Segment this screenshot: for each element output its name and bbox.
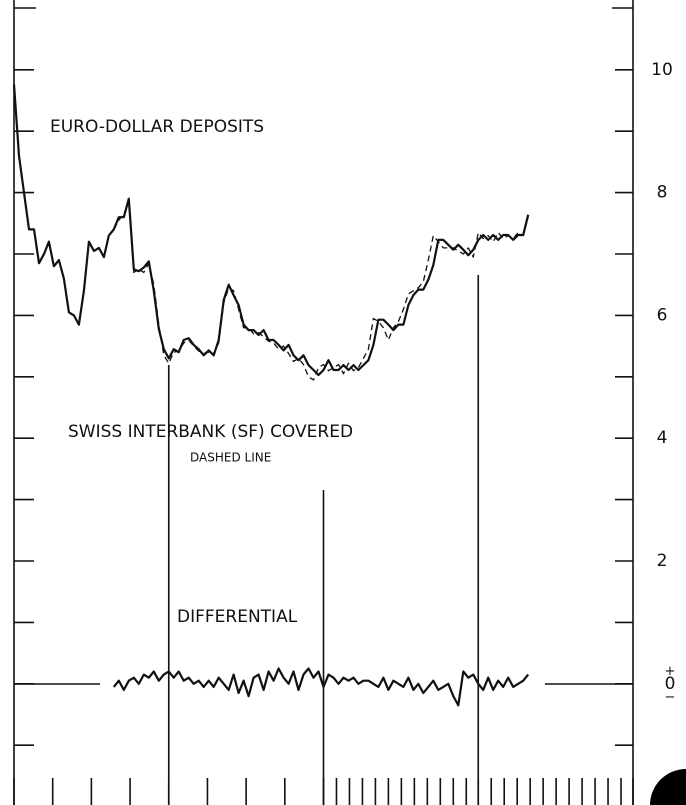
y-tick-label: +0− [665, 663, 676, 704]
punch-hole [650, 769, 686, 805]
annotation: EURO-DOLLAR DEPOSITS [50, 117, 264, 137]
y-tick-label: 4 [657, 428, 668, 448]
series-line [113, 201, 529, 381]
series-line [12, 84, 530, 377]
y-tick-label: 2 [657, 551, 668, 571]
y-tick-label: 8 [657, 183, 668, 203]
y-tick-label: 10 [651, 60, 673, 80]
series-line [112, 667, 530, 707]
annotation: DIFFERENTIAL [177, 607, 298, 627]
y-tick-label: 6 [657, 305, 668, 325]
annotation: SWISS INTERBANK (SF) COVERED [68, 422, 353, 442]
annotation: DASHED LINE [190, 451, 271, 465]
